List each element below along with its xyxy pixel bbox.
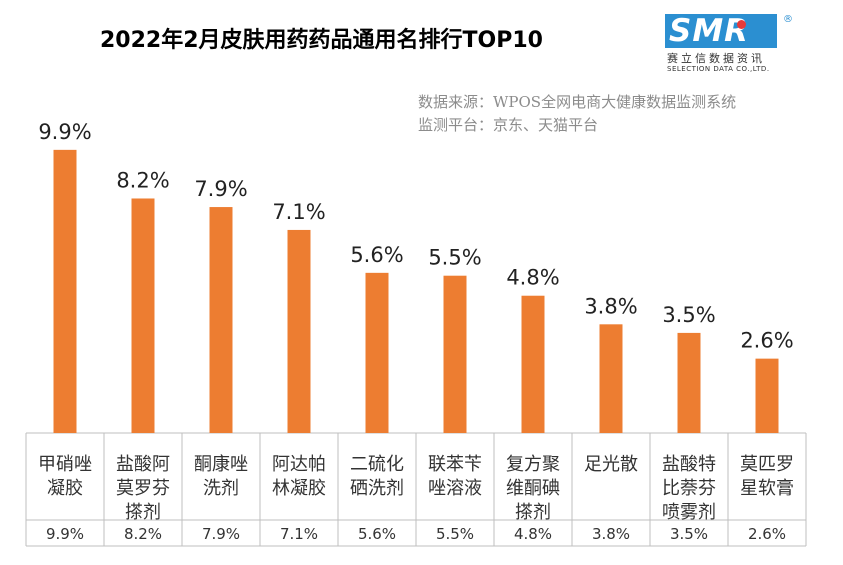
table-value: 9.9% bbox=[46, 525, 84, 543]
registered-icon: ® bbox=[783, 14, 793, 25]
bar bbox=[599, 324, 623, 433]
bar bbox=[131, 198, 155, 433]
data-label: 2.6% bbox=[740, 329, 793, 353]
data-label: 7.1% bbox=[272, 200, 325, 224]
data-label: 3.8% bbox=[584, 294, 637, 318]
category-label: 唑溶液 bbox=[428, 478, 482, 499]
table-value: 7.1% bbox=[280, 525, 318, 543]
category-label: 盐酸阿 bbox=[116, 454, 170, 475]
table-value: 7.9% bbox=[202, 525, 240, 543]
bar bbox=[53, 149, 77, 434]
logo-chinese-name: 赛立信数据资讯 bbox=[667, 52, 765, 65]
data-label: 8.2% bbox=[116, 168, 169, 192]
category-label: 凝胶 bbox=[47, 478, 83, 499]
table-value: 8.2% bbox=[124, 525, 162, 543]
category-label: 酮康唑 bbox=[194, 454, 248, 475]
bar bbox=[677, 332, 701, 433]
logo-box: SMR bbox=[665, 13, 777, 49]
category-label: 星软膏 bbox=[740, 477, 794, 499]
chart-title: 2022年2月皮肤用药药品通用名排行TOP10 bbox=[100, 28, 543, 53]
data-source-line: 数据来源：WPOS全网电商大健康数据监测系统 bbox=[418, 93, 737, 111]
data-label: 9.9% bbox=[38, 120, 91, 144]
bar bbox=[365, 272, 389, 433]
bar bbox=[209, 207, 233, 433]
table-value: 4.8% bbox=[514, 525, 552, 543]
bar bbox=[443, 275, 467, 433]
data-label: 7.9% bbox=[194, 177, 247, 201]
category-label: 阿达帕 bbox=[272, 454, 326, 475]
table-value: 3.5% bbox=[670, 525, 708, 543]
smr-logo: SMR ® 赛立信数据资讯 SELECTION DATA CO.,LTD. bbox=[665, 13, 800, 76]
table-value: 5.5% bbox=[436, 525, 474, 543]
category-label: 洗剂 bbox=[203, 478, 239, 499]
category-label: 莫匹罗 bbox=[740, 454, 794, 475]
category-label: 林凝胶 bbox=[272, 478, 326, 499]
logo-english-name: SELECTION DATA CO.,LTD. bbox=[667, 65, 770, 73]
category-label: 比萘芬 bbox=[662, 478, 716, 499]
category-label: 硒洗剂 bbox=[350, 478, 404, 499]
category-label: 喷雾剂 bbox=[662, 502, 716, 523]
logo-mark: SMR bbox=[669, 13, 750, 49]
category-label: 盐酸特 bbox=[662, 454, 716, 475]
data-label: 4.8% bbox=[506, 266, 559, 290]
category-label: 维酮碘 bbox=[506, 478, 560, 499]
category-label: 搽剂 bbox=[515, 502, 551, 523]
bar bbox=[755, 358, 779, 433]
category-label: 联苯苄 bbox=[428, 454, 482, 475]
data-label: 5.5% bbox=[428, 246, 481, 270]
category-label: 甲硝唑 bbox=[38, 454, 92, 475]
logo-dot-icon bbox=[737, 20, 746, 29]
table-value: 5.6% bbox=[358, 525, 396, 543]
category-label: 二硫化 bbox=[350, 454, 404, 475]
category-label: 复方聚 bbox=[506, 454, 560, 475]
data-label: 3.5% bbox=[662, 303, 715, 327]
data-label: 5.6% bbox=[350, 243, 403, 267]
bar bbox=[521, 295, 545, 433]
monitor-platform-line: 监测平台：京东、天猫平台 bbox=[418, 116, 599, 134]
table-value: 3.8% bbox=[592, 525, 630, 543]
table-value: 2.6% bbox=[748, 525, 786, 543]
category-label: 莫罗芬 bbox=[116, 478, 170, 499]
category-label: 搽剂 bbox=[125, 502, 161, 523]
bar bbox=[287, 229, 311, 433]
category-label: 足光散 bbox=[584, 454, 638, 475]
